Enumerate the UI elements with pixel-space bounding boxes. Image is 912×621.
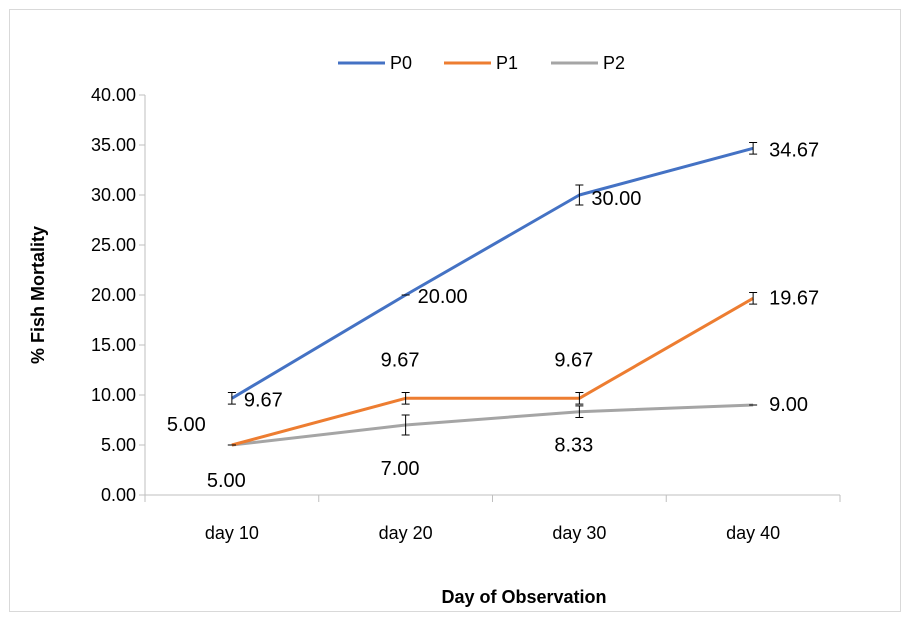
x-tick-label: day 10 — [205, 523, 259, 543]
legend-label: P0 — [390, 53, 412, 73]
legend-label: P2 — [603, 53, 625, 73]
y-tick-label: 30.00 — [91, 185, 136, 205]
data-label: 19.67 — [769, 287, 819, 309]
y-axis-title: % Fish Mortality — [28, 226, 48, 364]
x-axis-title: Day of Observation — [441, 587, 606, 607]
data-label: 20.00 — [418, 286, 468, 308]
y-tick-label: 10.00 — [91, 385, 136, 405]
data-label: 34.67 — [769, 139, 819, 161]
y-tick-label: 20.00 — [91, 285, 136, 305]
y-tick-label: 0.00 — [101, 485, 136, 505]
data-label: 8.33 — [554, 435, 593, 457]
legend-label: P1 — [496, 53, 518, 73]
y-tick-label: 15.00 — [91, 335, 136, 355]
y-tick-label: 35.00 — [91, 135, 136, 155]
series-line-p2 — [231, 403, 754, 447]
data-label: 5.00 — [167, 414, 206, 436]
data-label: 9.67 — [244, 389, 283, 411]
data-label: 30.00 — [591, 188, 641, 210]
y-tick-label: 5.00 — [101, 435, 136, 455]
data-label: 7.00 — [381, 458, 420, 480]
series-line-p1 — [231, 296, 754, 447]
y-tick-label: 40.00 — [91, 85, 136, 105]
data-label: 9.67 — [381, 349, 420, 371]
data-label: 9.67 — [554, 349, 593, 371]
x-tick-label: day 30 — [552, 523, 606, 543]
data-label: 5.00 — [207, 470, 246, 492]
y-tick-label: 25.00 — [91, 235, 136, 255]
data-label: 9.00 — [769, 394, 808, 416]
x-tick-label: day 40 — [726, 523, 780, 543]
chart-area — [9, 9, 901, 612]
x-tick-label: day 20 — [379, 523, 433, 543]
series-line-p0 — [231, 146, 754, 400]
